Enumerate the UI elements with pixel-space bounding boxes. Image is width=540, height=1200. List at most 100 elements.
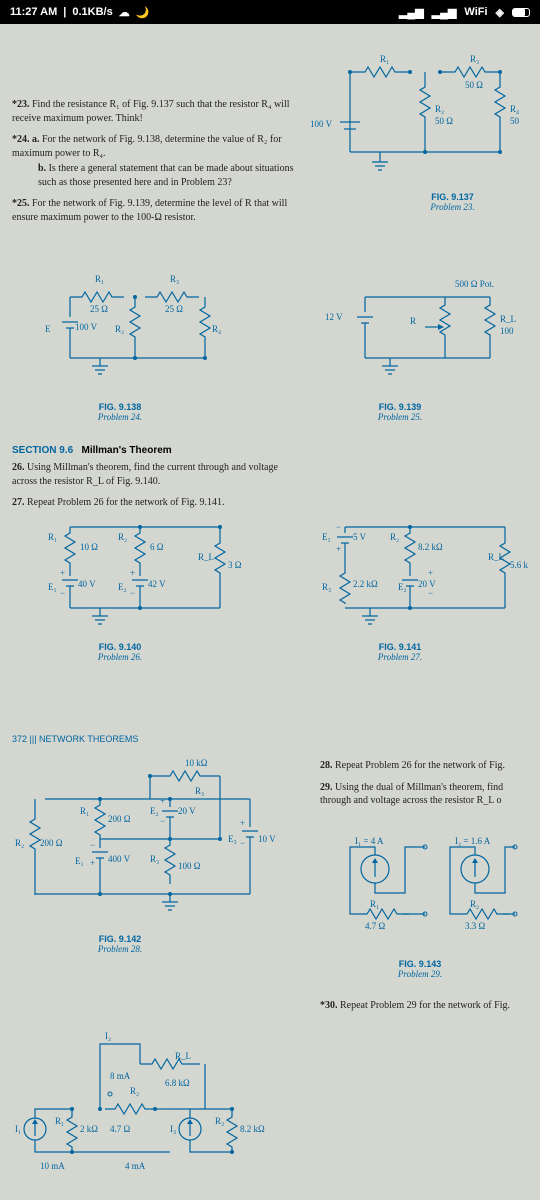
p24-b-label: b. [38, 163, 46, 174]
circuit-fig-9-137: R₁ R₃ 50 Ω 100 V R₂ 50 Ω R₄ 50 [310, 52, 535, 212]
svg-text:25 Ω: 25 Ω [165, 304, 183, 314]
fig-9-142-sub: Problem 28. [10, 944, 230, 954]
section-title: Millman's Theorem [81, 445, 171, 456]
svg-text:R: R [410, 316, 416, 326]
svg-text:−: − [90, 840, 95, 850]
svg-text:−: − [336, 522, 341, 532]
svg-text:E: E [45, 324, 51, 334]
svg-text:100 Ω: 100 Ω [178, 861, 201, 871]
section-header: SECTION 9.6 Millman's Theorem [12, 444, 302, 457]
svg-text:E₂: E₂ [150, 806, 159, 816]
r1-label: R₁ [380, 54, 389, 64]
circuit-fig-9-139: 500 Ω Pot. 12 V R R_L 100 FIG. 9.139 Pro… [320, 272, 535, 422]
p26-text: Using Millman's theorem, find the curren… [12, 462, 278, 487]
svg-text:R_L: R_L [175, 1051, 191, 1061]
fig-9-137-sub: Problem 23. [370, 202, 535, 212]
problem-25: *25. For the network of Fig. 9.139, dete… [12, 197, 302, 224]
svg-text:R₂: R₂ [130, 1086, 139, 1096]
svg-text:E₁: E₁ [75, 856, 84, 866]
svg-text:+: + [130, 568, 135, 578]
svg-text:5 V: 5 V [353, 532, 367, 542]
svg-text:3.3 Ω: 3.3 Ω [465, 921, 486, 931]
fig-9-139-label: FIG. 9.139 [320, 402, 480, 412]
fig-9-138-sub: Problem 24. [40, 412, 200, 422]
svg-text:R₁: R₁ [95, 274, 104, 284]
svg-text:R₂: R₂ [390, 532, 399, 542]
svg-text:+: + [90, 858, 95, 868]
problem-29: 29. Using the dual of Millman's theorem,… [320, 781, 535, 808]
problem-27: 27. Repeat Problem 26 for the network of… [12, 496, 302, 510]
p30-text: Repeat Problem 29 for the network of Fig… [340, 1000, 510, 1011]
status-storage: 0.1KB/s [72, 6, 112, 18]
p28-text: Repeat Problem 26 for the network of Fig… [335, 760, 505, 771]
fig-9-143-sub: Problem 29. [330, 969, 510, 979]
svg-text:I₃: I₃ [170, 1124, 176, 1134]
r2-value: 50 Ω [435, 116, 453, 126]
p24-num: *24. [12, 134, 30, 145]
svg-text:+: + [428, 568, 433, 578]
svg-text:R₁: R₁ [370, 899, 379, 909]
p25-text: For the network of Fig. 9.139, determine… [12, 198, 287, 223]
svg-text:200 Ω: 200 Ω [108, 814, 131, 824]
svg-text:R₃: R₃ [322, 582, 331, 592]
problem-30-block: *30. Repeat Problem 29 for the network o… [320, 999, 535, 1021]
cloud-icon: ☁ [119, 6, 130, 19]
svg-text:2.2 kΩ: 2.2 kΩ [353, 579, 378, 589]
status-left: 11:27 AM | 0.1KB/s ☁ 🌙 [10, 6, 149, 19]
svg-text:12 V: 12 V [325, 312, 343, 322]
svg-text:100: 100 [500, 326, 514, 336]
section-num: SECTION 9.6 [12, 445, 73, 456]
svg-text:200 Ω: 200 Ω [40, 838, 63, 848]
svg-text:+: + [240, 818, 245, 828]
r3-value: 50 Ω [465, 80, 483, 90]
p24-b: b. Is there a general statement that can… [38, 162, 302, 189]
circuit-fig-9-144: I₂ R_L 8 mA R₂ 6.8 kΩ I₁ R₁ 2 kΩ 4.7 Ω I… [10, 1024, 320, 1199]
svg-text:R₂: R₂ [470, 899, 479, 909]
r2-label: R₂ [435, 104, 444, 114]
fig-9-141-sub: Problem 27. [310, 652, 490, 662]
problem-23: *23. Find the resistance R₁ of Fig. 9.13… [12, 98, 302, 125]
svg-text:10 V: 10 V [258, 834, 276, 844]
svg-text:R₁: R₁ [48, 532, 57, 542]
fig-9-140-sub: Problem 26. [30, 652, 210, 662]
svg-text:10 mA: 10 mA [40, 1161, 65, 1171]
r4-label: R₄ [510, 104, 519, 114]
p23-text: Find the resistance R₁ of Fig. 9.137 suc… [12, 99, 290, 124]
svg-text:6.8 kΩ: 6.8 kΩ [165, 1078, 190, 1088]
svg-text:R₄: R₄ [212, 324, 221, 334]
svg-text:20 V: 20 V [178, 806, 196, 816]
svg-text:400 V: 400 V [108, 854, 131, 864]
svg-text:R₁: R₁ [55, 1116, 64, 1126]
p29-text: Using the dual of Millman's theorem, fin… [320, 782, 503, 807]
svg-text:I₁ = 4 A: I₁ = 4 A [355, 836, 384, 846]
fig-9-138-label: FIG. 9.138 [40, 402, 200, 412]
svg-text:−: − [428, 588, 433, 598]
source-v: 100 V [310, 119, 333, 129]
svg-text:8.2 kΩ: 8.2 kΩ [240, 1124, 265, 1134]
svg-text:−: − [160, 816, 165, 826]
svg-text:2 kΩ: 2 kΩ [80, 1124, 98, 1134]
svg-text:R₂: R₂ [15, 838, 24, 848]
problem-28: 28. Repeat Problem 26 for the network of… [320, 759, 535, 773]
svg-text:R₁: R₁ [80, 806, 89, 816]
circuit-fig-9-141: E₁ 5 V − + R₂ 8.2 kΩ R_L 5.6 k R₃ 2.2 kΩ… [310, 512, 535, 662]
signal-icon-2: ▂▄▆ [432, 6, 457, 19]
r3-label: R₃ [470, 54, 479, 64]
svg-text:R₂: R₂ [118, 532, 127, 542]
svg-text:40 V: 40 V [78, 579, 96, 589]
svg-text:E₃: E₃ [228, 834, 237, 844]
status-bar: 11:27 AM | 0.1KB/s ☁ 🌙 ▂▄▆ ▂▄▆ WiFi ◈ [0, 0, 540, 24]
svg-text:E₂: E₂ [398, 582, 407, 592]
svg-text:42 V: 42 V [148, 579, 166, 589]
svg-text:−: − [240, 838, 245, 848]
svg-text:8.2 kΩ: 8.2 kΩ [418, 542, 443, 552]
svg-text:R₃: R₃ [170, 274, 179, 284]
svg-text:E₁: E₁ [48, 582, 57, 592]
problems-28-29: 28. Repeat Problem 26 for the network of… [320, 759, 535, 816]
wifi-label: WiFi [464, 6, 487, 18]
p28-num: 28. [320, 760, 333, 771]
circuit-fig-9-140: R₁ 10 Ω R₂ 6 Ω R_L 3 Ω E₁ 40 V + − E₂ 42… [30, 512, 260, 662]
section-9-6: SECTION 9.6 Millman's Theorem 26. Using … [12, 434, 302, 518]
circuit-fig-9-143: I₁ = 4 A I₂ = 1.6 A R₁ R₂ 4.7 Ω 3.3 Ω [330, 829, 530, 979]
svg-text:R₂: R₂ [115, 324, 124, 334]
